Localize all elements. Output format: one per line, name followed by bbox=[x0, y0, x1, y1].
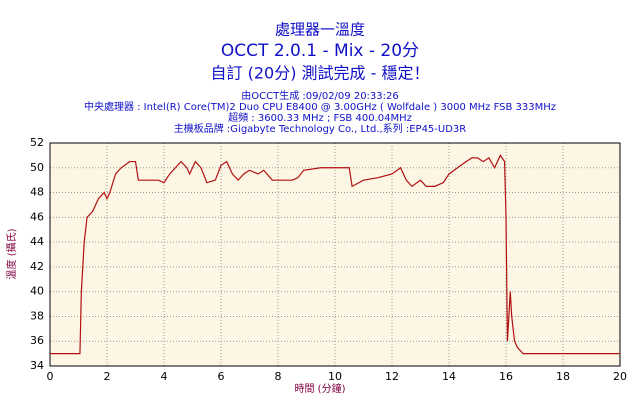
y-axis-label: 溫度 (攝氏) bbox=[5, 228, 18, 279]
plot-border bbox=[49, 142, 621, 367]
x-tick-label: 4 bbox=[161, 370, 168, 383]
y-tick-label: 36 bbox=[30, 334, 44, 347]
info: 中央處理器 : Intel(R) Core(TM)2 Duo CPU E8400… bbox=[84, 100, 556, 113]
x-tick-label: 10 bbox=[328, 370, 342, 383]
info: 主機板品牌 :Gigabyte Technology Co., Ltd.,系列 … bbox=[174, 122, 467, 135]
x-tick-label: 12 bbox=[385, 370, 399, 383]
info: 超頻 : 3600.33 MHz ; FSB 400.04MHz bbox=[228, 111, 412, 124]
x-tick-label: 14 bbox=[442, 370, 456, 383]
chart-subtitle: OCCT 2.0.1 - Mix - 20分 bbox=[221, 41, 419, 61]
data-line bbox=[50, 154, 620, 355]
x-tick-label: 8 bbox=[275, 370, 282, 383]
y-tick-label: 50 bbox=[30, 161, 44, 174]
y-tick-label: 38 bbox=[30, 309, 44, 322]
y-tick-label: 48 bbox=[30, 186, 44, 199]
y-tick-label: 52 bbox=[30, 136, 44, 149]
x-tick-label: 0 bbox=[47, 370, 54, 383]
y-tick-label: 40 bbox=[30, 285, 44, 298]
y-tick-label: 44 bbox=[30, 235, 44, 248]
y-tick-label: 42 bbox=[30, 260, 44, 273]
x-tick-label: 6 bbox=[218, 370, 225, 383]
x-tick-label: 20 bbox=[613, 370, 627, 383]
chart-title: 處理器一溫度 bbox=[275, 21, 365, 39]
status: 自訂 (20分) 測試完成 - 穩定！ bbox=[211, 64, 430, 83]
x-tick-label: 18 bbox=[556, 370, 570, 383]
y-tick-label: 34 bbox=[30, 359, 44, 372]
x-axis-label: 時間 (分鐘) bbox=[295, 382, 346, 395]
y-tick-label: 46 bbox=[30, 210, 44, 223]
x-tick-label: 16 bbox=[499, 370, 513, 383]
x-tick-label: 2 bbox=[104, 370, 111, 383]
info: 由OCCT生成 :09/02/09 20:33:26 bbox=[241, 89, 399, 102]
